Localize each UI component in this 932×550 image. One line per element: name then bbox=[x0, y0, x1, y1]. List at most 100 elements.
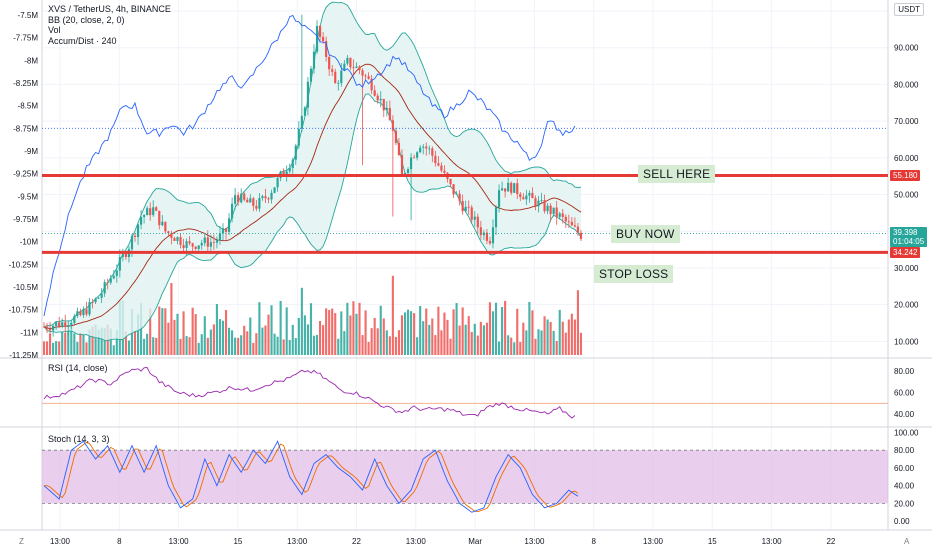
candle-body bbox=[322, 36, 325, 42]
candle-body bbox=[567, 221, 570, 223]
ad-tick-label: -8.25M bbox=[13, 79, 38, 88]
candle-body bbox=[85, 309, 88, 315]
volume-bar bbox=[167, 322, 170, 355]
volume-bar bbox=[234, 337, 237, 355]
ad-tick-label: -11.25M bbox=[9, 351, 38, 360]
candle-body bbox=[376, 95, 379, 101]
price-tick-label: 10.000 bbox=[894, 337, 919, 346]
volume-bar bbox=[100, 327, 103, 355]
volume-bar bbox=[285, 307, 288, 355]
volume-bar bbox=[319, 320, 322, 355]
volume-bar bbox=[203, 316, 206, 355]
ad-tick-label: -10.75M bbox=[9, 306, 39, 315]
volume-bar bbox=[161, 308, 164, 355]
candle-body bbox=[537, 200, 540, 207]
candle-body bbox=[45, 326, 49, 330]
candle-body bbox=[449, 178, 452, 185]
stoch-label[interactable]: Stoch (14, 3, 3) bbox=[48, 434, 110, 444]
stoch-band bbox=[42, 450, 888, 504]
candle-body bbox=[573, 225, 576, 227]
volume-bar bbox=[297, 317, 300, 355]
bollinger-bands bbox=[43, 1, 582, 341]
candle-body bbox=[215, 240, 219, 243]
candle-body bbox=[394, 130, 398, 143]
volume-bar bbox=[352, 301, 355, 355]
volume-bar bbox=[194, 314, 197, 355]
candle-body bbox=[346, 57, 349, 64]
candle-body bbox=[139, 217, 143, 225]
currency-badge[interactable]: USDT bbox=[894, 3, 924, 16]
buy-now-label[interactable]: BUY NOW bbox=[611, 225, 680, 243]
candle-body bbox=[549, 205, 552, 214]
sell-here-label[interactable]: SELL HERE bbox=[638, 165, 716, 183]
stoch-tick-label: 20.00 bbox=[894, 499, 915, 508]
volume-bar bbox=[434, 335, 437, 355]
volume-bar bbox=[349, 315, 352, 355]
ad-tick-label: -9.25M bbox=[13, 170, 38, 179]
volume-bar bbox=[185, 336, 188, 355]
time-tick-label: 13:00 bbox=[406, 537, 427, 546]
volume-bar bbox=[422, 321, 425, 355]
volume-bar bbox=[373, 317, 376, 355]
candle-body bbox=[146, 208, 149, 216]
volume-bar bbox=[155, 337, 158, 355]
candle-body bbox=[109, 278, 112, 283]
rsi-pane bbox=[42, 367, 888, 419]
legend-ad[interactable]: Accum/Dist · 240 bbox=[48, 35, 117, 46]
bb-fill bbox=[44, 2, 581, 341]
axes: 10.00020.00030.00040.00050.00060.00070.0… bbox=[9, 7, 924, 546]
candle-body bbox=[88, 301, 91, 315]
auto-scale-icon[interactable]: A bbox=[904, 537, 910, 546]
time-tick-label: 22 bbox=[826, 537, 835, 546]
candle-body bbox=[194, 246, 197, 249]
candle-body bbox=[400, 154, 404, 175]
stoch-tick-label: 0.00 bbox=[894, 517, 910, 526]
ad-tick-label: -10M bbox=[20, 238, 39, 247]
horizontal-levels[interactable] bbox=[42, 127, 888, 254]
volume-bar bbox=[136, 314, 140, 355]
volume-bar bbox=[64, 333, 67, 355]
stop-loss-label[interactable]: STOP LOSS bbox=[594, 265, 674, 283]
volume-bar bbox=[312, 335, 316, 355]
candle-body bbox=[288, 167, 291, 172]
legend-vol[interactable]: Vol bbox=[48, 25, 61, 35]
candle-body bbox=[422, 146, 425, 148]
volume-bar bbox=[52, 342, 55, 355]
candle-body bbox=[379, 98, 382, 101]
candle-body bbox=[270, 192, 273, 200]
candle-body bbox=[303, 107, 306, 116]
volume-bar bbox=[510, 337, 513, 355]
candle-body bbox=[124, 254, 128, 257]
candle-body bbox=[479, 227, 482, 236]
volume-bar bbox=[549, 321, 552, 355]
stoch-d-series bbox=[44, 441, 579, 513]
volume-bar bbox=[182, 311, 185, 355]
volume-bar bbox=[576, 290, 579, 355]
candle-body bbox=[170, 233, 173, 239]
candle-body bbox=[118, 256, 121, 271]
legend-symbol[interactable]: XVS / TetherUS, 4h, BINANCE bbox=[48, 4, 171, 14]
candle-body bbox=[337, 83, 340, 84]
candle-body bbox=[200, 242, 203, 246]
volume-bar bbox=[491, 311, 495, 355]
stoch-tick-label: 80.00 bbox=[894, 446, 915, 455]
zoom-icon[interactable]: Z bbox=[19, 537, 24, 546]
candle-body bbox=[440, 165, 443, 171]
candle-body bbox=[94, 298, 97, 303]
volume-bar bbox=[528, 301, 531, 355]
candle-body bbox=[261, 196, 264, 198]
candle-body bbox=[179, 237, 182, 245]
rsi-label[interactable]: RSI (14, close) bbox=[48, 363, 108, 373]
candle-body bbox=[115, 270, 118, 276]
volume-bar bbox=[45, 341, 49, 355]
candle-body bbox=[82, 309, 85, 316]
volume-bar bbox=[85, 342, 88, 355]
volume-bar bbox=[531, 310, 534, 355]
volume-bar bbox=[279, 300, 282, 355]
volume-bar bbox=[394, 336, 397, 355]
volume-bar bbox=[103, 328, 106, 355]
volume-bar bbox=[488, 302, 492, 355]
legend-bb[interactable]: BB (20, close, 2, 0) bbox=[48, 14, 125, 25]
volume-bar bbox=[325, 308, 328, 355]
